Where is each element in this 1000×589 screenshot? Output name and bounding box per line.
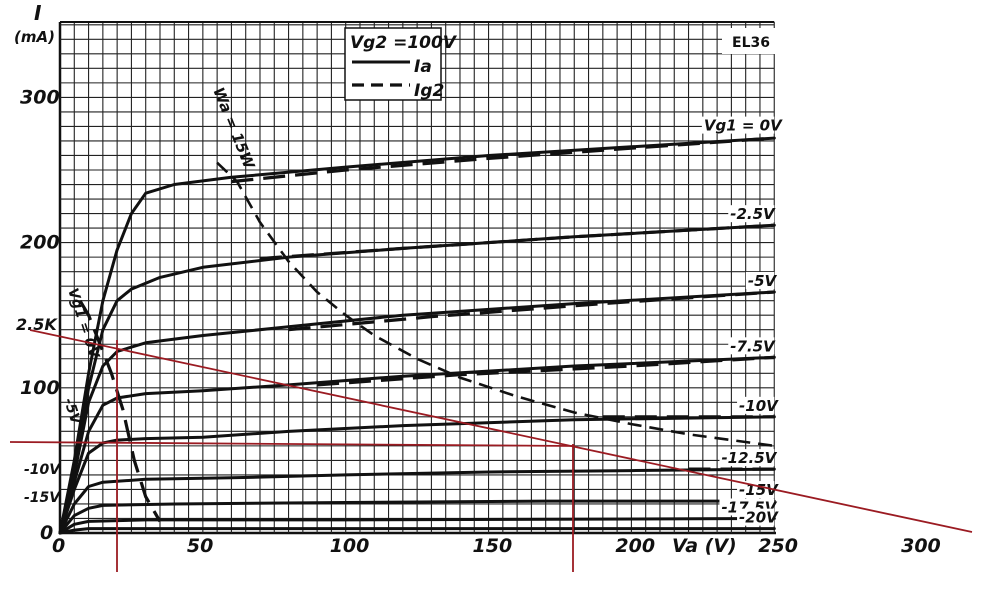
curve-label-bg (737, 481, 775, 499)
y-axis-unit: (mA) (14, 28, 55, 46)
curve-label-10v: -10V (739, 397, 779, 415)
ia-curve-20v (58, 527, 776, 535)
x-tick-label: 250 (758, 535, 798, 557)
y-tick-label: 200 (20, 232, 60, 254)
x-tick-label: 100 (330, 535, 370, 557)
x-tick-label: 150 (473, 535, 513, 557)
curve-label-12-5v: -12.5V (721, 449, 777, 467)
tube-label-box: EL36 (722, 28, 776, 54)
ia-curve-7-5v (58, 355, 776, 535)
side-label-2-5k: 2.5K (16, 315, 58, 334)
curve-label-vg1-0v: Vg1 = 0V (704, 117, 783, 135)
legend: Vg2 =100V Ia Ig2 (344, 27, 458, 101)
curve-label-20v: -20V (739, 509, 779, 527)
curve-label-bg (701, 116, 775, 134)
curve-label-bg (728, 337, 775, 355)
ia-curve-15v (58, 499, 776, 535)
y-tick-label: 100 (20, 377, 60, 399)
load-line-overlay (9, 329, 973, 572)
ig2-curve-5v (288, 290, 775, 332)
curve-label-bg (737, 508, 775, 526)
curve-label-7-5v: -7.5V (730, 337, 776, 355)
tube-label: EL36 (732, 35, 770, 51)
curve-label-2-5v: -2.5V (730, 205, 776, 223)
x-tick-label: 50 (187, 535, 213, 557)
ia-curve-5v (58, 290, 776, 535)
side-label-minus-10v: -10V (24, 462, 61, 478)
curve-label-bg (737, 396, 775, 414)
curve-label-15v: -15V (739, 481, 779, 499)
y-axis-symbol: I (34, 1, 42, 25)
curve-label-bg (745, 271, 775, 289)
y-tick-label: 300 (20, 86, 60, 108)
ig2-curve-2-5v (259, 223, 775, 261)
load-line (29, 329, 973, 533)
ia-curve-vg1-0v (58, 136, 776, 535)
curve-label-5v: -5V (748, 272, 778, 290)
legend-solid-label: Ia (414, 57, 432, 77)
legend-dashed-label: Ig2 (414, 81, 444, 101)
x-axis-label: Va (V) (672, 535, 737, 557)
curve-labels: Vg1 = 0V-2.5V-5V-7.5V-10V-12.5V-15V-17.5… (701, 116, 783, 527)
ig2-curve-7-5v (316, 355, 775, 387)
ia-curve-10v (58, 415, 776, 535)
side-label-minus-15v: -15V (24, 490, 61, 506)
legend-title: Vg2 =100V (350, 33, 458, 53)
ia-curve-12-5v (58, 467, 776, 535)
curve-label-bg (719, 449, 775, 467)
x-tick-label: 300 (901, 535, 941, 557)
curve-label-bg (728, 205, 775, 223)
tick-labels: 0 50 100 150 200 250 300 0 100 200 300 (20, 86, 941, 557)
screen-current-curves (78, 136, 775, 523)
x-tick-label: 200 (615, 535, 655, 557)
operating-point-horizontal (9, 441, 576, 447)
ig2-curve-vg1-0v (231, 136, 775, 184)
x-tick-label: 0 (52, 535, 65, 557)
y-tick-label: 0 (40, 522, 53, 544)
